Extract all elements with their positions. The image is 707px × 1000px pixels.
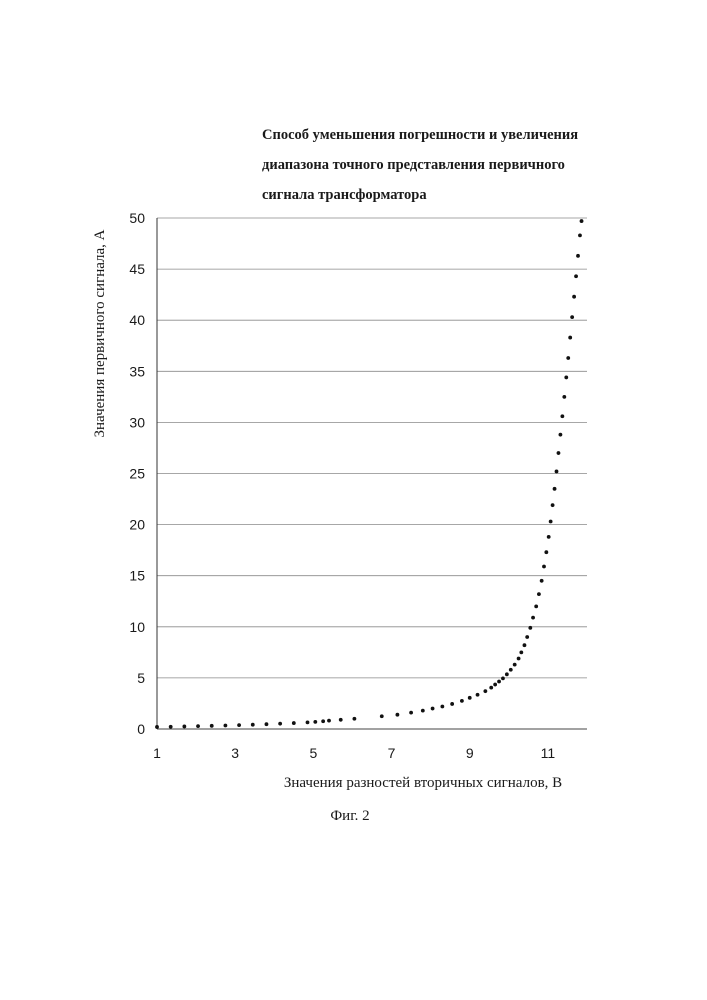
data-point	[555, 470, 559, 474]
data-point	[483, 689, 487, 693]
data-point	[534, 604, 538, 608]
x-tick-label: 11	[541, 745, 556, 761]
data-point	[339, 718, 343, 722]
data-point	[540, 579, 544, 583]
data-point	[440, 705, 444, 709]
y-tick-labels: 0 5 10 15 20 25 30 35 40 45 50	[129, 210, 145, 737]
y-tick-label: 50	[129, 210, 145, 226]
data-point	[321, 719, 325, 723]
data-point	[421, 709, 425, 713]
figure-caption: Фиг. 2	[300, 808, 400, 825]
data-point	[547, 535, 551, 539]
y-tick-label: 40	[129, 312, 145, 328]
data-point	[460, 699, 464, 703]
x-tick-label: 9	[466, 745, 474, 761]
x-tick-label: 5	[309, 745, 317, 761]
data-point	[505, 672, 509, 676]
data-point	[251, 723, 255, 727]
data-point	[327, 719, 331, 723]
data-point	[237, 723, 241, 727]
data-point	[396, 713, 400, 717]
data-point	[497, 680, 501, 684]
data-point	[210, 724, 214, 728]
y-tick-label: 5	[137, 670, 145, 686]
x-axis-title: Значения разностей вторичных сигналов, В	[284, 775, 562, 791]
y-tick-label: 15	[129, 568, 145, 584]
data-point	[525, 635, 529, 639]
data-point	[551, 503, 555, 507]
data-point	[493, 683, 497, 687]
data-point	[353, 717, 357, 721]
data-point	[182, 725, 186, 729]
data-point	[580, 219, 584, 223]
data-point	[537, 592, 541, 596]
data-point	[380, 714, 384, 718]
data-point	[531, 616, 535, 620]
x-tick-label: 1	[153, 745, 161, 761]
data-point	[576, 254, 580, 258]
x-tick-label: 3	[231, 745, 239, 761]
data-point	[560, 414, 564, 418]
y-tick-label: 10	[129, 619, 145, 635]
data-point	[489, 686, 493, 690]
x-tick-label: 7	[388, 745, 396, 761]
data-point	[562, 395, 566, 399]
data-point	[513, 663, 517, 667]
data-point	[528, 626, 532, 630]
data-point	[519, 650, 523, 654]
data-point	[224, 724, 228, 728]
data-points	[155, 219, 583, 729]
data-point	[476, 693, 480, 697]
data-point	[306, 720, 310, 724]
y-axis-title: Значения первичного сигнала, А	[92, 229, 108, 437]
data-point	[501, 677, 505, 681]
y-tick-label: 25	[129, 466, 145, 482]
data-point	[578, 233, 582, 237]
data-point	[566, 356, 570, 360]
y-tick-label: 30	[129, 414, 145, 430]
data-point	[523, 643, 527, 647]
data-point	[313, 720, 317, 724]
data-point	[450, 702, 454, 706]
data-point	[409, 711, 413, 715]
y-tick-label: 45	[129, 261, 145, 277]
data-point	[155, 725, 159, 729]
data-point	[574, 274, 578, 278]
data-point	[509, 668, 513, 672]
data-point	[468, 696, 472, 700]
data-point	[169, 725, 173, 729]
data-point	[572, 295, 576, 299]
data-point	[278, 722, 282, 726]
data-point	[196, 724, 200, 728]
data-point	[542, 565, 546, 569]
data-point	[557, 451, 561, 455]
y-tick-label: 35	[129, 363, 145, 379]
data-point	[292, 721, 296, 725]
data-point	[517, 657, 521, 661]
y-tick-label: 20	[129, 517, 145, 533]
data-point	[564, 376, 568, 380]
data-point	[568, 336, 572, 340]
data-point	[553, 487, 557, 491]
data-point	[544, 550, 548, 554]
y-tick-label: 0	[137, 721, 145, 737]
data-point	[559, 433, 563, 437]
data-point	[549, 520, 553, 524]
data-point	[570, 315, 574, 319]
data-point	[265, 722, 269, 726]
x-tick-labels: 1 3 5 7 9 11	[153, 745, 555, 761]
data-point	[431, 707, 435, 711]
